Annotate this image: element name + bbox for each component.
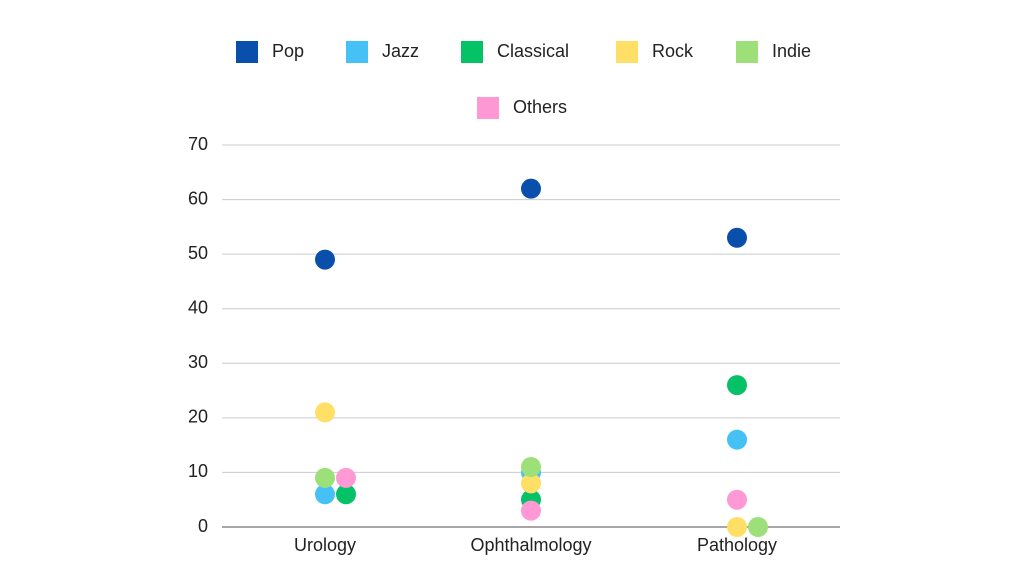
dot — [748, 517, 768, 537]
y-tick-label: 40 — [188, 297, 208, 317]
dot — [521, 500, 541, 521]
y-tick-label: 20 — [188, 407, 208, 427]
dot — [521, 456, 541, 477]
y-tick-label: 60 — [188, 188, 208, 208]
legend-swatch — [461, 41, 483, 63]
dot — [315, 402, 335, 423]
x-tick-label: Ophthalmology — [470, 535, 591, 555]
dot — [521, 178, 541, 199]
dot — [336, 484, 356, 505]
legend-swatch — [236, 41, 258, 63]
legend-label: Jazz — [382, 41, 419, 61]
dot — [727, 375, 747, 396]
legend-swatch — [616, 41, 638, 63]
x-tick-label: Pathology — [697, 535, 777, 555]
dot — [727, 517, 747, 537]
y-tick-label: 0 — [198, 516, 208, 536]
dot — [315, 249, 335, 270]
legend-label: Pop — [272, 41, 304, 61]
dot — [336, 467, 356, 488]
y-tick-label: 30 — [188, 352, 208, 372]
legend-label: Indie — [772, 41, 811, 61]
legend-swatch — [346, 41, 368, 63]
dot — [727, 489, 747, 510]
legend-swatch — [736, 41, 758, 63]
legend-label: Classical — [497, 41, 569, 61]
y-tick-label: 10 — [188, 461, 208, 481]
dot — [315, 467, 335, 488]
legend-swatch — [477, 97, 499, 119]
legend-label: Others — [513, 97, 567, 117]
y-tick-label: 70 — [188, 134, 208, 154]
legend-label: Rock — [652, 41, 694, 61]
x-tick-label: Urology — [294, 535, 356, 555]
dot — [727, 227, 747, 248]
dot — [315, 484, 335, 505]
y-tick-label: 50 — [188, 243, 208, 263]
dot — [521, 473, 541, 494]
dot — [727, 429, 747, 450]
